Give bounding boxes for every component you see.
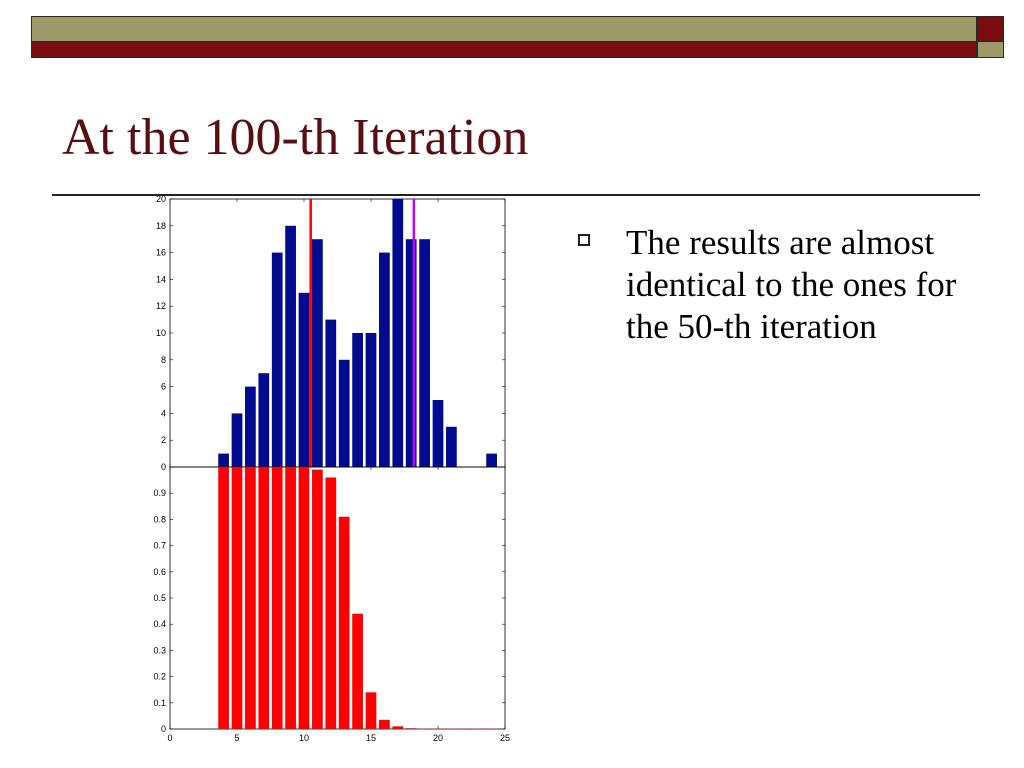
hist-bar [245, 386, 256, 467]
prob-xtick-label: 0 [167, 733, 172, 743]
prob-ytick-label: 0.9 [153, 488, 166, 498]
hist-bar [285, 225, 296, 467]
hist-ytick-label: 8 [161, 355, 166, 365]
prob-bar [486, 728, 497, 729]
prob-ytick-label: 0.8 [153, 514, 166, 524]
prob-bar [419, 728, 430, 729]
prob-xtick-label: 5 [234, 733, 239, 743]
probability-bar-panel: 0 0.1 0.2 0.3 0.4 0.5 0.6 0.7 0.8 0.9 0 5 10 15 20 25 [153, 466, 510, 743]
hist-bar [271, 252, 283, 467]
hist-bar [231, 413, 243, 467]
prob-bar [432, 728, 444, 729]
hist-bar [352, 333, 363, 467]
prob-bar [218, 467, 229, 729]
hist-ytick-label: 10 [156, 328, 166, 338]
header-band-top [31, 16, 977, 42]
prob-ytick-label: 0.1 [153, 698, 166, 708]
hist-bar [258, 373, 270, 467]
header-band-bottom [31, 42, 977, 58]
square-bullet-icon [578, 234, 590, 246]
prob-xtick-label: 20 [433, 733, 443, 743]
hist-ytick-label: 4 [161, 408, 166, 418]
hist-bar [432, 400, 444, 467]
hist-ytick-label: 12 [156, 301, 166, 311]
prob-bar [245, 467, 256, 729]
prob-bar [472, 728, 484, 729]
hist-ytick-label: 0 [161, 462, 166, 472]
prob-bar [446, 728, 457, 729]
count-histogram-panel: 0 2 4 6 8 10 12 14 16 18 20 [156, 194, 506, 472]
prob-bar [258, 467, 270, 729]
prob-ytick-label: 0.6 [153, 567, 166, 577]
prob-bar [459, 728, 471, 729]
prob-bar [312, 469, 323, 729]
prob-ytick-label: 0.2 [153, 672, 166, 682]
title-divider [52, 194, 980, 196]
hist-ytick-label: 18 [156, 221, 166, 231]
hist-ytick-label: 20 [156, 194, 166, 204]
prob-bar [338, 516, 350, 729]
histogram-and-probability-chart: 0 2 4 6 8 10 12 14 16 18 20 0 0.1 0.2 0.3 0.4 0.5 0.6 0.7… [153, 194, 510, 743]
prob-xtick-label: 10 [299, 733, 309, 743]
hist-bar [405, 239, 417, 467]
prob-ytick-label: 0.7 [153, 541, 166, 551]
hist-bar [446, 426, 457, 467]
prob-bar [365, 692, 377, 729]
hist-bar [365, 333, 377, 467]
hist-ytick-label: 14 [156, 274, 166, 284]
header-square-bottom [977, 42, 1004, 58]
prob-bar [271, 467, 283, 729]
hist-axes-frame [169, 198, 506, 468]
prob-ytick-label: 0.3 [153, 645, 166, 655]
hist-bar [486, 453, 497, 467]
prob-ytick-label: 0 [161, 724, 166, 734]
prob-bar [231, 467, 243, 729]
hist-bar [298, 292, 310, 467]
hist-bar [419, 239, 430, 467]
slide-title: At the 100-th Iteration [62, 109, 529, 166]
hist-bar [379, 252, 390, 467]
hist-ytick-label: 6 [161, 382, 166, 392]
prob-bar [379, 719, 390, 729]
bullet-text: The results are almost identical to the … [626, 223, 957, 346]
prob-bar [405, 728, 417, 729]
hist-bar [325, 319, 337, 467]
prob-ytick-label: 0.5 [153, 593, 166, 603]
hist-bar [338, 359, 350, 467]
prob-xtick-label: 25 [500, 733, 510, 743]
hist-ytick-label: 2 [161, 435, 166, 445]
prob-ytick-label: 0.4 [153, 619, 166, 629]
hist-bar [218, 453, 229, 467]
hist-bar [392, 199, 404, 467]
header-square-top [977, 16, 1004, 42]
prob-bar [392, 726, 404, 729]
prob-xtick-label: 15 [366, 733, 376, 743]
prob-bar [325, 477, 337, 729]
hist-bar [312, 239, 323, 467]
prob-bar [298, 467, 310, 729]
prob-bar [285, 467, 296, 729]
hist-ytick-label: 16 [156, 248, 166, 258]
prob-bar [352, 613, 363, 729]
